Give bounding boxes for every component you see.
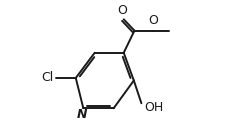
Text: O: O <box>117 4 127 17</box>
Text: O: O <box>148 14 158 27</box>
Text: OH: OH <box>143 100 162 114</box>
Text: Cl: Cl <box>41 71 53 84</box>
Text: N: N <box>76 108 87 121</box>
